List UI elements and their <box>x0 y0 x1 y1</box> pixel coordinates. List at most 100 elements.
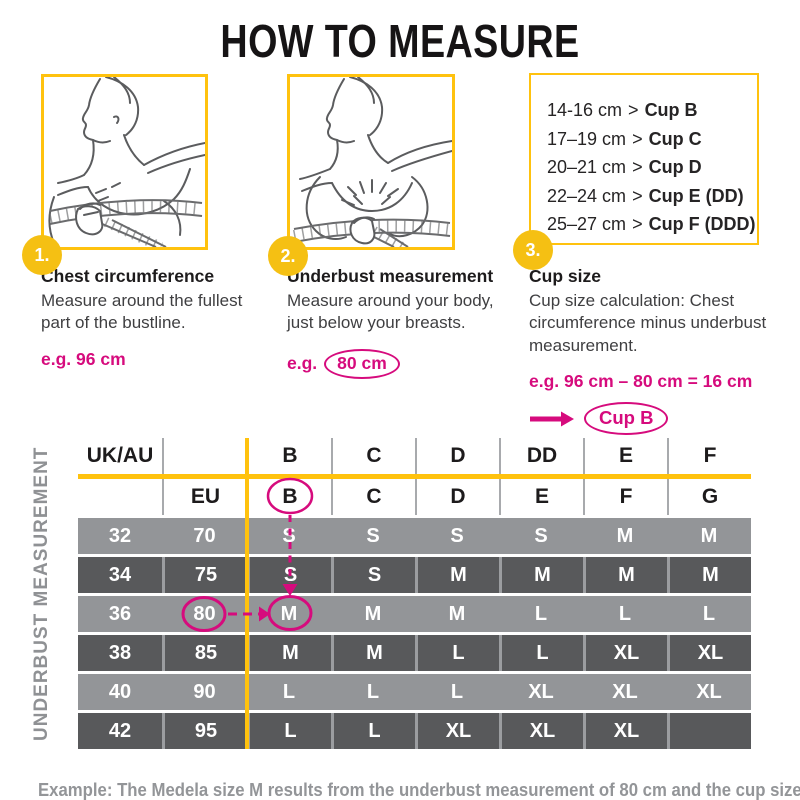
separator: > <box>628 100 639 120</box>
size-cell: M <box>364 602 382 625</box>
size-table: UK/AU B C D DD E F EU B C D E F G 32 70 … <box>78 438 751 749</box>
step-1-text: Chest circumference Measure around the f… <box>41 266 269 370</box>
size-cell: XL <box>528 680 554 703</box>
size-cell: S <box>331 556 415 593</box>
empty-header-cell <box>78 479 162 515</box>
size-cell: S <box>534 524 548 547</box>
eu-header-label: EU <box>162 478 247 515</box>
example-prefix: e.g. <box>287 353 318 374</box>
table-row: 36 80 M M M L L L <box>78 595 751 632</box>
cup-label: Cup B <box>644 100 698 120</box>
step-3-body: Cup size calculation: Chest circumferenc… <box>529 291 767 355</box>
chest-measure-sketch <box>48 77 205 247</box>
eu-size-cell: 85 <box>162 634 247 671</box>
step-1-example: e.g. 96 cm <box>41 348 126 369</box>
size-cell: M <box>415 556 499 593</box>
step-1-heading: Chest circumference <box>41 266 215 286</box>
size-cell: M <box>583 556 667 593</box>
cup-range: 14-16 cm <box>547 100 623 120</box>
header-row-ukau: UK/AU B C D DD E F <box>78 438 751 474</box>
table-row: 42 95 L L XL XL XL <box>78 712 751 749</box>
size-cell: M <box>247 634 331 671</box>
ukau-size-cell: 36 <box>108 602 132 625</box>
size-cell: XL <box>696 680 722 703</box>
size-cell <box>667 712 751 749</box>
size-cell: L <box>499 634 583 671</box>
ukau-size-cell: 34 <box>108 563 132 586</box>
figure-outline <box>299 77 452 240</box>
size-cell: L <box>450 680 464 703</box>
step-2-text: Underbust measurement Measure around you… <box>287 266 519 379</box>
size-cell: L <box>282 680 296 703</box>
circled-cup-result: Cup B <box>584 402 669 436</box>
size-cell: XL <box>415 712 499 749</box>
ukau-size-cell: 32 <box>108 524 132 547</box>
step-2-example: e.g. 80 cm <box>287 348 519 379</box>
table-row: 38 85 M M L L XL XL <box>78 634 751 671</box>
hand <box>75 202 104 236</box>
underbust-measure-sketch <box>292 77 452 247</box>
cup-header-cell: B <box>247 478 331 515</box>
size-cell: M <box>700 524 718 547</box>
ukau-header-label: UK/AU <box>86 444 154 467</box>
ukau-size-cell: 38 <box>108 641 132 664</box>
page-title: HOW TO MEASURE <box>0 14 800 68</box>
eu-size-cell: 90 <box>193 680 216 703</box>
size-cell: XL <box>583 712 667 749</box>
cup-range: 25–27 cm <box>547 214 627 234</box>
size-cell: S <box>366 524 380 547</box>
eu-size-cell: 70 <box>193 524 216 547</box>
size-cell: S <box>282 524 296 547</box>
cup-range: 22–24 cm <box>547 185 627 206</box>
cup-header-cell: E <box>499 478 583 515</box>
size-cell: XL <box>499 712 583 749</box>
ukau-size-cell: 42 <box>108 719 132 742</box>
page-title-text: HOW TO MEASURE <box>220 15 580 67</box>
cup-header-cell: B <box>247 438 331 474</box>
hand <box>349 216 376 245</box>
cup-chart-row: 17–19 cm > Cup C <box>547 125 757 154</box>
cup-header-cell: C <box>331 438 415 474</box>
cup-header-cell: D <box>415 438 499 474</box>
step-2-badge: 2. <box>268 236 308 276</box>
eu-size-cell: 80 <box>193 602 216 625</box>
ukau-size-cell: 40 <box>108 680 132 703</box>
size-cell: L <box>618 602 632 625</box>
size-cell: L <box>247 712 331 749</box>
cup-header-cell: G <box>667 478 751 515</box>
cup-label: Cup E (DD) <box>648 185 744 206</box>
cup-header-cell: D <box>415 478 499 515</box>
cup-label: Cup D <box>648 157 702 177</box>
cup-range: 17–19 cm <box>547 128 627 149</box>
size-cell: M <box>331 634 415 671</box>
size-cell: L <box>534 602 548 625</box>
eu-size-cell: 95 <box>162 712 247 749</box>
cup-header-cell: C <box>331 478 415 515</box>
cup-header-cell: F <box>667 438 751 474</box>
step-3-example: e.g. 96 cm – 80 cm = 16 cm <box>529 371 753 392</box>
step-1-badge: 1. <box>22 235 62 275</box>
cup-chart-row: 22–24 cm > Cup E (DD) <box>547 182 757 211</box>
step-2-heading: Underbust measurement <box>287 266 494 286</box>
table-row: 40 90 L L L XL XL XL <box>78 673 751 710</box>
step-2-body: Measure around your body, just below you… <box>287 291 494 333</box>
footer-example: Example: The Medela size M results from … <box>38 780 800 800</box>
yellow-vertical-line <box>244 438 249 749</box>
arrow-right-icon <box>530 411 574 427</box>
step-3-badge: 3. <box>513 230 553 270</box>
step-3-heading: Cup size <box>529 266 601 286</box>
step-3-result: Cup B <box>529 402 779 436</box>
cup-header-cell: F <box>583 478 667 515</box>
separator: > <box>632 157 643 177</box>
table-row: 34 75 S S M M M M <box>78 556 751 593</box>
table-row: 32 70 S S S S M M <box>78 517 751 554</box>
step-1-body: Measure around the fullest part of the b… <box>41 291 243 333</box>
separator: > <box>632 214 643 234</box>
size-cell: XL <box>612 680 638 703</box>
cup-label: Cup C <box>648 128 702 149</box>
cup-header-cell: E <box>583 438 667 474</box>
cup-chart-row: 14-16 cm > Cup B <box>547 96 757 125</box>
size-cell: M <box>667 556 751 593</box>
size-cell: XL <box>667 634 751 671</box>
